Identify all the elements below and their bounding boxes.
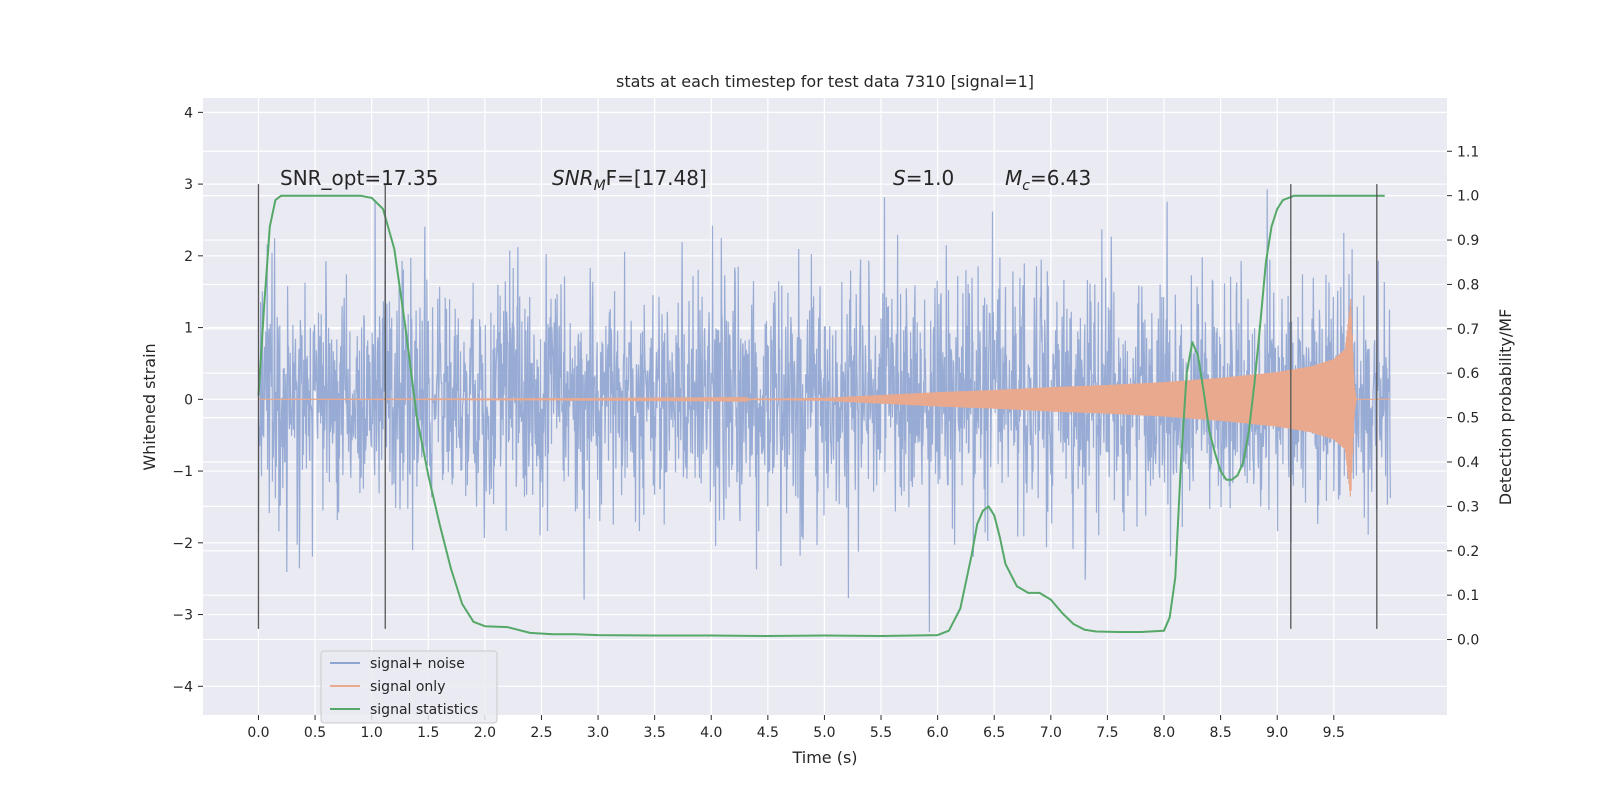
annotation-s: S=1.0	[893, 166, 954, 190]
vertical-lines	[257, 184, 1378, 629]
x-tick-label-11: 5.5	[870, 725, 892, 741]
mc-symbol: M	[1005, 166, 1022, 190]
y2-tick-label-5: 0.5	[1457, 411, 1479, 427]
x-tick-label-8: 4.0	[700, 725, 722, 741]
chart-title: stats at each timestep for test data 731…	[616, 72, 1034, 91]
x-tick-label-9: 4.5	[757, 725, 779, 741]
y2-tick-label-6: 0.6	[1457, 366, 1479, 382]
y2-tick-label-8: 0.8	[1457, 277, 1479, 293]
x-tick-label-10: 5.0	[813, 725, 835, 741]
x-axis-title: Time (s)	[791, 748, 857, 767]
legend-label-noise: signal+ noise	[370, 656, 465, 672]
s-value: =1.0	[906, 166, 955, 190]
y-tick-label-6: 2	[184, 249, 193, 265]
y-tick-label-7: 3	[184, 177, 193, 193]
y-axis-title: Whitened strain	[140, 343, 159, 470]
annotation-snr-mf: SNRMF=[17.48]	[552, 166, 707, 194]
y2-tick-label-9: 0.9	[1457, 233, 1479, 249]
y2-tick-label-2: 0.2	[1457, 544, 1479, 560]
x-axis: 0.0 0.5 1.0 1.5 2.0 2.5 3.0 3.5 4.0 4.5 5.0 5.5 6.0 6…	[247, 715, 1345, 741]
x-tick-label-7: 3.5	[644, 725, 666, 741]
y2-tick-label-10: 1.0	[1457, 189, 1479, 205]
signal-only-trace	[258, 298, 1391, 497]
x-tick-label-12: 6.0	[926, 725, 948, 741]
mc-value: =6.43	[1030, 166, 1091, 190]
snr-mf-sub: M	[594, 178, 606, 194]
snr-mf-main: SNR	[552, 166, 594, 190]
statistics-line	[257, 194, 1385, 637]
x-tick-label-5: 2.5	[530, 725, 552, 741]
mc-subscript: c	[1022, 178, 1030, 194]
y2-tick-label-1: 0.1	[1457, 588, 1479, 604]
y-tick-label-0: −4	[172, 679, 193, 695]
y-axis-left: −4 −3 −2 −1 0 1 2 3 4	[172, 105, 203, 695]
y2-tick-label-7: 0.7	[1457, 322, 1479, 338]
y2-tick-label-3: 0.3	[1457, 499, 1479, 515]
y-tick-label-4: 0	[184, 392, 193, 408]
x-tick-label-3: 1.5	[417, 725, 439, 741]
legend: signal+ noise signal only signal statist…	[320, 650, 498, 724]
legend-label-signal: signal only	[370, 679, 445, 695]
x-tick-label-18: 9.0	[1266, 725, 1288, 741]
legend-label-statistics: signal statistics	[370, 702, 478, 718]
y-tick-label-8: 4	[184, 105, 193, 121]
x-tick-label-0: 0.0	[247, 725, 269, 741]
y2-tick-label-0: 0.0	[1457, 633, 1479, 649]
y-tick-label-3: −1	[172, 464, 193, 480]
y2-tick-label-4: 0.4	[1457, 455, 1479, 471]
signal-only-series	[258, 298, 1391, 497]
annotations: SNR_opt=17.35 SNRMF=[17.48] S=1.0 Mc=6.4…	[280, 166, 1091, 194]
x-tick-label-6: 3.0	[587, 725, 609, 741]
s-symbol: S	[893, 166, 906, 190]
annotation-snr-opt: SNR_opt=17.35	[280, 166, 438, 190]
y-axis-right: 0.0 0.1 0.2 0.3 0.4 0.5 0.6 0.7 0.8 0.9 1.0 1.1	[1447, 144, 1479, 649]
x-tick-label-2: 1.0	[361, 725, 383, 741]
x-tick-label-15: 7.5	[1096, 725, 1118, 741]
y2-axis-title: Detection probability/MF	[1496, 309, 1515, 506]
snr-mf-rest: F=[17.48]	[606, 166, 707, 190]
y-tick-label-1: −3	[172, 608, 193, 624]
legend-box	[320, 650, 498, 724]
y2-tick-label-11: 1.1	[1457, 144, 1479, 160]
statistics-series	[257, 194, 1385, 637]
noise-trace	[257, 189, 1391, 632]
x-tick-label-17: 8.5	[1209, 725, 1231, 741]
x-tick-label-19: 9.5	[1323, 725, 1345, 741]
noise-series	[257, 189, 1391, 632]
y-tick-label-5: 1	[184, 321, 193, 337]
x-tick-label-4: 2.0	[474, 725, 496, 741]
x-tick-label-13: 6.5	[983, 725, 1005, 741]
x-tick-label-14: 7.0	[1040, 725, 1062, 741]
x-tick-label-16: 8.0	[1153, 725, 1175, 741]
y-tick-label-2: −2	[172, 536, 193, 552]
annotation-mc: Mc=6.43	[1005, 166, 1091, 194]
x-tick-label-1: 0.5	[304, 725, 326, 741]
